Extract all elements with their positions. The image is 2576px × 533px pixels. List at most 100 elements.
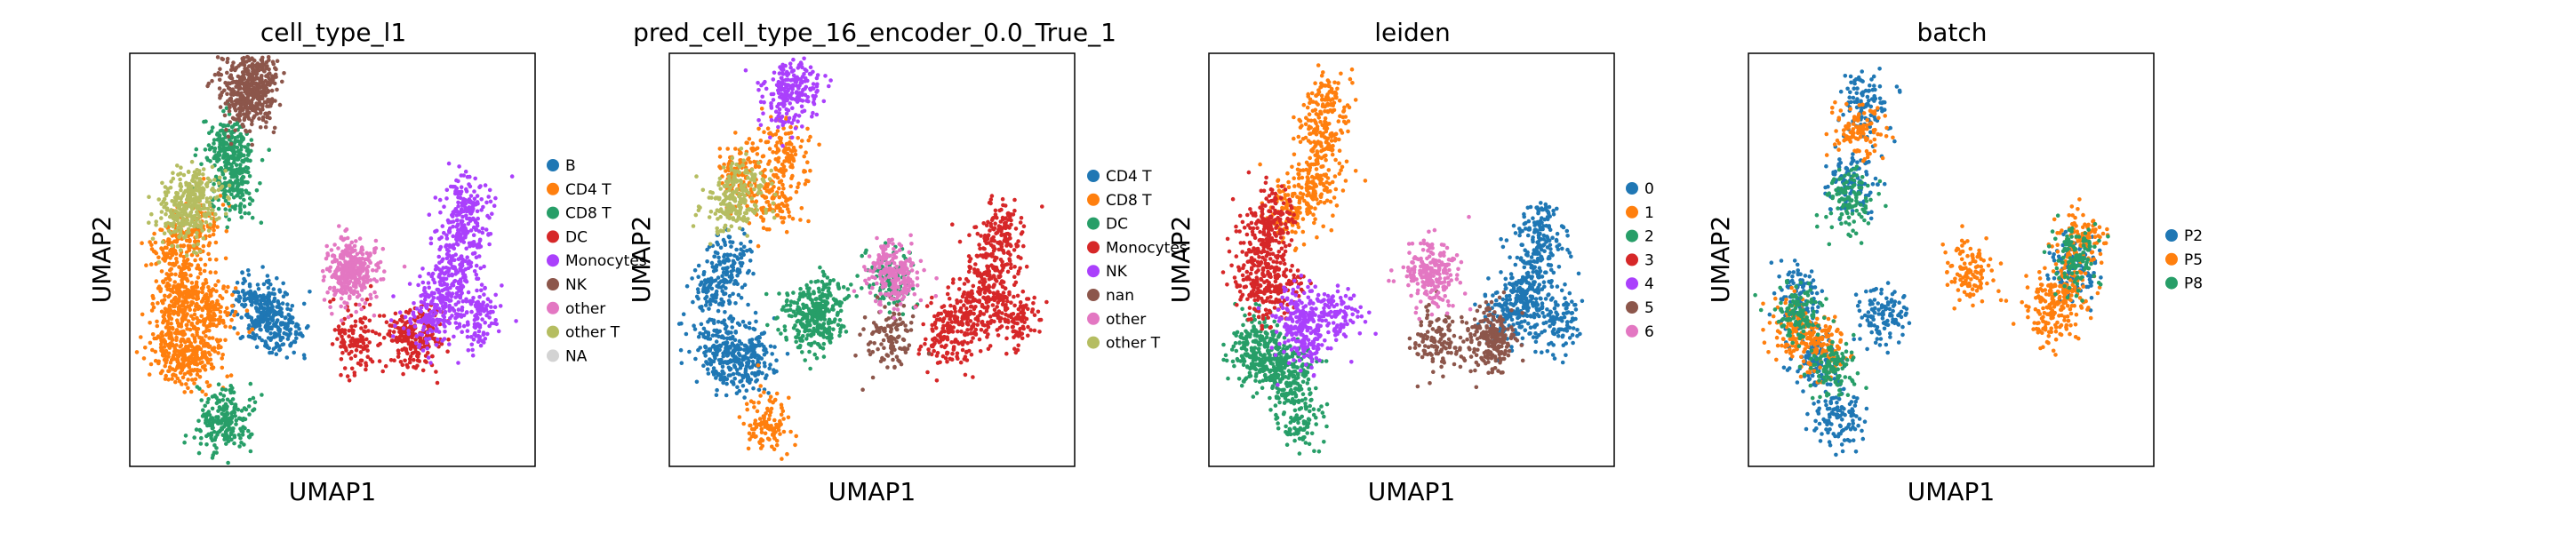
scatter-cell [199,314,204,319]
scatter-cell [390,338,396,343]
scatter-cell [216,206,221,211]
scatter-cell [277,309,282,314]
scatter-cell [246,191,252,196]
scatter-cell [188,343,193,348]
scatter-cell [163,339,167,344]
scatter-cell [171,327,175,331]
scatter-cell [274,323,278,329]
scatter-cell [258,64,263,69]
scatter-cell [255,309,260,314]
scatter-cell [755,353,760,358]
scatter-cell [220,148,225,153]
scatter-cell [806,219,811,224]
scatter-cell [420,368,426,373]
scatter-cell [725,147,730,151]
scatter-cell [476,329,482,334]
scatter-cell [436,254,442,259]
scatter-cell [155,319,159,324]
scatter-cell [263,339,268,344]
scatter-cell [218,166,223,171]
scatter-cell [197,249,203,254]
scatter-cell [216,187,221,193]
scatter-cell [419,299,424,305]
scatter-cell [808,134,812,139]
scatter-cell [234,422,238,426]
scatter-cell [266,306,271,312]
scatter-cell [749,426,755,432]
scatter-cell [363,315,368,321]
scatter-cell [232,122,237,127]
scatter-cell [454,241,459,246]
scatter-cell [356,280,362,284]
scatter-cell [464,310,469,314]
scatter-cell [380,277,386,282]
scatter-cell [339,372,343,378]
scatter-cell [753,310,758,315]
scatter-cell [714,339,719,344]
scatter-cell [232,434,237,438]
scatter-cell [277,102,283,107]
scatter-cell [489,305,493,309]
scatter-cell [396,354,401,359]
scatter-cell [231,160,236,165]
scatter-cell [428,361,433,365]
scatter-cell [749,434,755,439]
scatter-cell [233,139,238,143]
scatter-cell [436,330,442,334]
scatter-cell [749,250,754,254]
scatter-cell [172,280,177,284]
scatter-cell [220,141,225,147]
scatter-cell [702,282,707,288]
scatter-cell [347,334,351,338]
scatter-cell [744,388,749,394]
scatter-cell [247,284,252,289]
scatter-cell [779,179,784,183]
scatter-cell [163,377,168,381]
scatter-cell [214,401,220,406]
scatter-cell [161,350,165,355]
scatter-cell [726,373,732,378]
scatter-cell [396,348,401,354]
scatter-cell [762,130,766,134]
scatter-cell [772,345,777,349]
scatter-cell [775,423,780,427]
scatter-cell [213,174,219,179]
scatter-cell [172,356,176,362]
scatter-cell [222,417,227,422]
scatter-cell [210,406,215,411]
scatter-cell [215,159,220,163]
scatter-cell [235,174,239,179]
scatter-cell [151,249,156,254]
scatter-cell [212,182,216,187]
scatter-cell [179,187,183,193]
scatter-cell [180,310,185,314]
scatter-cell [716,308,721,314]
scatter-cell [245,268,251,273]
scatter-cell [240,191,244,196]
scatter-cell [244,91,249,96]
scatter-cell [236,181,241,187]
scatter-cell [248,82,253,87]
scatter-cell [243,145,248,149]
scatter-cell [198,187,204,193]
scatter-cell [716,330,720,335]
scatter-cell [784,229,789,235]
scatter-cell [147,220,151,225]
scatter-cell [210,304,214,309]
scatter-cell [277,347,283,352]
scatter-cell [235,290,240,294]
scatter-cell [401,326,406,330]
scatter-cell [245,107,250,112]
scatter-cell [225,60,229,65]
scatter-cell [464,189,469,194]
scatter-cell [467,241,472,246]
scatter-cell [393,311,398,316]
scatter-cell [724,354,730,358]
scatter-cell [268,115,272,121]
scatter-cell [442,204,446,209]
scatter-cell [271,130,276,135]
scatter-cell [377,332,382,337]
scatter-cell [203,368,208,372]
scatter-cell [159,210,164,214]
scatter-cell [415,354,420,359]
